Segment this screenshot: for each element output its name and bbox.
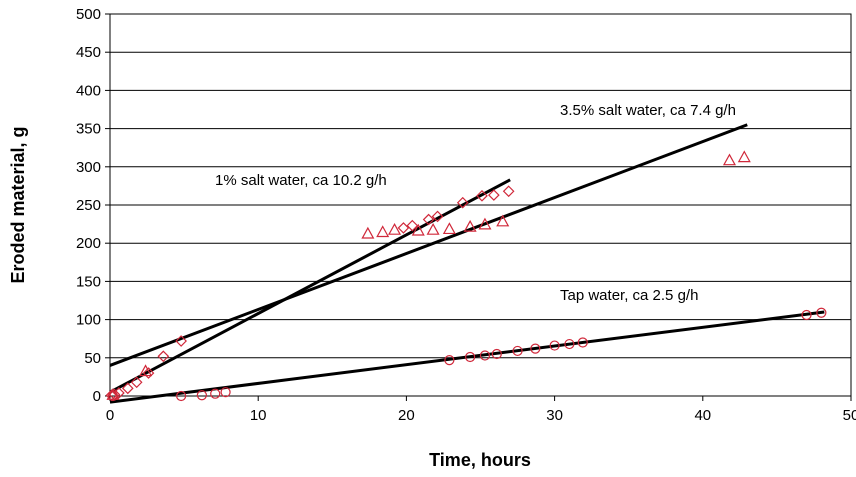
circle-marker [176, 390, 187, 402]
diamond-marker [130, 376, 143, 389]
y-tick-label: 50 [84, 350, 101, 367]
x-tick-label: 10 [250, 407, 267, 424]
triangle-marker [737, 150, 751, 163]
diamond-marker [487, 189, 500, 201]
trend-lines [109, 123, 825, 404]
y-axis-title: Eroded material, g [8, 126, 28, 283]
y-tick-label: 250 [76, 197, 101, 214]
trendline-label: 1% salt water, ca 10.2 g/h [215, 172, 387, 189]
trend-line [109, 178, 511, 394]
circle-marker [530, 343, 541, 354]
y-tick-label: 100 [76, 312, 101, 329]
diamond-marker [406, 219, 419, 232]
y-tick-label: 150 [76, 273, 101, 290]
diamond-marker [476, 189, 488, 202]
triangle-marker [139, 364, 153, 377]
triangle-marker [361, 226, 375, 239]
x-tick-label: 40 [694, 407, 711, 424]
diamond-marker [502, 185, 515, 198]
triangle-marker [463, 219, 477, 232]
y-tick-label: 200 [76, 235, 101, 252]
triangle-marker [106, 387, 120, 400]
circle-marker [220, 387, 231, 398]
circle-marker [444, 354, 455, 366]
triangle-marker [722, 153, 736, 166]
circle-marker [816, 307, 827, 318]
circle-marker [564, 338, 575, 350]
triangle-marker [376, 225, 390, 238]
circle-marker [210, 388, 221, 399]
diamond-marker [175, 335, 187, 347]
x-tick-label: 0 [106, 407, 114, 424]
circle-marker [577, 337, 588, 348]
circle-marker [549, 340, 560, 351]
diamond-marker [142, 367, 155, 379]
y-tick-label: 500 [76, 6, 101, 23]
circle-marker [107, 390, 119, 402]
plot-frame [109, 13, 852, 397]
x-tick-labels: 0 10 20 30 40 50 [106, 407, 856, 424]
triangle-marker [411, 223, 425, 236]
grid-lines [105, 13, 852, 401]
trendline-label: Tap water, ca 2.5 g/h [560, 287, 698, 304]
y-tick-label: 350 [76, 121, 101, 138]
x-tick-label: 50 [843, 407, 856, 424]
diamond-marker [121, 382, 134, 395]
triangle-marker [442, 222, 456, 235]
x-tick-label: 20 [398, 407, 415, 424]
diamond-marker [113, 387, 125, 399]
triangle-marker [478, 217, 492, 230]
trend-line [109, 310, 825, 404]
circle-marker [491, 348, 502, 360]
triangle-marker [426, 222, 440, 235]
triangle-marker [496, 214, 510, 227]
circle-marker [479, 350, 491, 361]
circle-marker [801, 309, 812, 321]
y-tick-label: 400 [76, 82, 101, 99]
circle-marker [465, 351, 476, 363]
diamond-marker [456, 196, 469, 209]
data-markers [105, 150, 827, 402]
circle-marker [196, 390, 207, 401]
x-tick-label: 30 [546, 407, 563, 424]
trendline-label: 3.5% salt water, ca 7.4 g/h [560, 102, 736, 119]
diamond-marker [422, 213, 435, 226]
triangle-marker [388, 222, 402, 235]
diamond-marker [157, 350, 170, 363]
circle-marker [512, 345, 523, 357]
y-tick-labels: 0 50 100 150 200 250 300 350 400 450 500 [76, 6, 101, 405]
diamond-marker [397, 222, 410, 234]
y-tick-label: 300 [76, 159, 101, 176]
y-tick-label: 450 [76, 44, 101, 61]
y-tick-label: 0 [93, 388, 101, 405]
trendline-labels: 1% salt water, ca 10.2 g/h 3.5% salt wate… [215, 102, 736, 304]
trend-line [109, 123, 748, 367]
x-axis-title: Time, hours [429, 450, 531, 470]
diamond-marker [431, 210, 444, 223]
